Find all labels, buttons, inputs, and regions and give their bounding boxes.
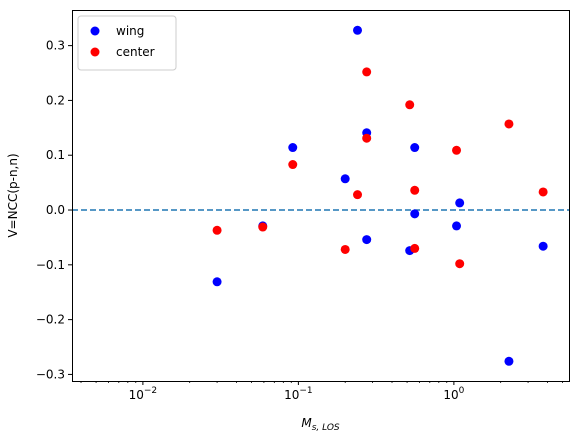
- x-tick-exponent: −1: [299, 386, 312, 396]
- data-point-center: [410, 243, 420, 253]
- plot-frame: [72, 10, 570, 382]
- data-point-wing: [212, 277, 222, 287]
- x-axis-label: Ms, LOS: [301, 416, 340, 433]
- data-point-wing: [410, 143, 420, 153]
- x-axis-label-sub: s, LOS: [312, 423, 340, 433]
- y-tick-labels: 0.3 0.2 0.1 0.0 −0.1 −0.2 −0.3: [36, 39, 65, 382]
- y-tick-label: −0.2: [36, 313, 65, 327]
- x-tick-exponent: −2: [144, 386, 157, 396]
- data-point-wing: [452, 221, 462, 231]
- x-tick-exponent: 0: [459, 386, 465, 396]
- data-point-wing: [538, 241, 548, 251]
- data-point-center: [504, 119, 514, 129]
- x-tick-label: 10−1: [284, 386, 313, 402]
- data-point-center: [410, 185, 420, 195]
- data-point-center: [362, 67, 372, 77]
- data-point-center: [405, 100, 415, 110]
- y-tick-label: −0.3: [36, 367, 65, 381]
- x-tick-label: 100: [443, 386, 464, 402]
- x-tick-label: 10−2: [129, 386, 158, 402]
- y-axis-label: V=NCC(p-n,n): [6, 153, 20, 237]
- y-tick-label: −0.1: [36, 258, 65, 272]
- legend: wing center: [77, 15, 177, 71]
- data-points-layer: [212, 25, 548, 366]
- legend-box: [77, 15, 177, 71]
- data-point-wing: [362, 235, 372, 245]
- data-point-wing: [288, 143, 298, 153]
- data-point-wing: [353, 25, 363, 35]
- x-tick-labels: 10−2 10−1 100: [129, 386, 465, 402]
- x-axis-label-main: M: [301, 416, 312, 430]
- data-point-center: [340, 244, 350, 254]
- legend-marker-center: [90, 47, 100, 57]
- data-point-wing: [410, 209, 420, 219]
- legend-marker-wing: [90, 26, 100, 36]
- data-point-wing: [455, 198, 465, 208]
- y-tick-label: 0.2: [46, 93, 65, 107]
- data-point-wing: [340, 174, 350, 184]
- x-tick-base: 10: [443, 388, 458, 402]
- data-point-center: [258, 222, 268, 232]
- y-tick-label: 0.1: [46, 148, 65, 162]
- y-tick-label: 0.0: [46, 203, 65, 217]
- data-point-center: [288, 160, 298, 170]
- data-point-center: [362, 133, 372, 143]
- data-point-center: [538, 187, 548, 197]
- legend-label-center: center: [116, 45, 155, 59]
- data-point-center: [353, 190, 363, 200]
- legend-label-wing: wing: [116, 24, 144, 38]
- y-tick-label: 0.3: [46, 39, 65, 53]
- data-point-wing: [504, 356, 514, 366]
- data-point-center: [452, 145, 462, 155]
- data-point-center: [212, 225, 222, 235]
- x-tick-base: 10: [284, 388, 299, 402]
- x-tick-base: 10: [129, 388, 144, 402]
- data-point-center: [455, 259, 465, 269]
